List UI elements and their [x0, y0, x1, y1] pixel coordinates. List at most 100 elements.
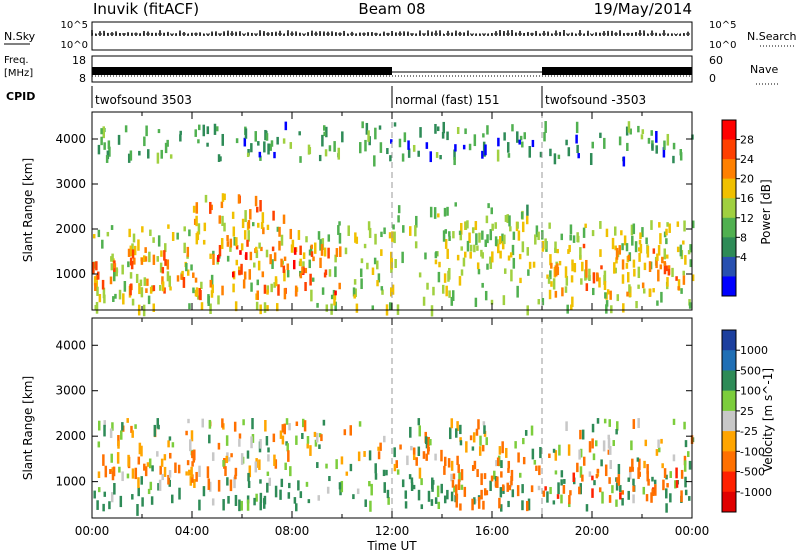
- cpid-segment-label: normal (fast) 151: [395, 93, 499, 107]
- rti-cell: [257, 260, 261, 271]
- rti-cell: [496, 149, 500, 162]
- rti-cell: [218, 244, 222, 257]
- rti-cell: [620, 230, 623, 236]
- nsky-label: N.Sky: [4, 30, 36, 43]
- rti-cell: [161, 473, 164, 481]
- rti-cell: [490, 299, 494, 305]
- rti-cell: [468, 143, 472, 151]
- rti-cell: [430, 499, 434, 506]
- rti-cell: [626, 291, 629, 297]
- rti-cell: [289, 228, 293, 240]
- x-axis-label: Time UT: [366, 539, 417, 553]
- rti-cell: [684, 489, 688, 496]
- rti-cell: [235, 259, 239, 266]
- rti-cell: [353, 294, 356, 299]
- rti-cell: [687, 250, 691, 255]
- rti-cell: [425, 453, 428, 461]
- rti-cell: [581, 261, 584, 272]
- rti-cell: [192, 454, 196, 463]
- freq-label-line2: [MHz]: [4, 68, 33, 79]
- rti-cell: [434, 497, 438, 504]
- rti-cell: [370, 483, 373, 496]
- rti-cell: [552, 278, 556, 290]
- rti-cell: [198, 124, 201, 131]
- rti-cell: [137, 487, 140, 497]
- rti-cell: [417, 418, 421, 426]
- rti-cell: [499, 235, 502, 245]
- colorbar-tick-label: 100: [740, 385, 761, 398]
- rti-cell: [305, 481, 309, 487]
- rti-cell: [446, 206, 449, 216]
- rti-cell: [438, 261, 441, 268]
- rti-cell: [656, 300, 659, 306]
- rti-cell: [164, 142, 168, 154]
- rti-cell: [680, 288, 683, 294]
- rti-cell: [202, 486, 206, 497]
- rti-cell: [192, 272, 195, 278]
- freq-label-line1: Freq.: [4, 55, 29, 66]
- rti-cell: [238, 499, 241, 512]
- rti-cell: [560, 494, 563, 504]
- rti-cell: [283, 269, 286, 282]
- rti-cell: [554, 241, 557, 251]
- rti-cell: [247, 220, 251, 229]
- rti-cell: [676, 246, 680, 253]
- rti-cell: [207, 478, 211, 490]
- rti-cell: [650, 492, 653, 503]
- rti-cell: [140, 445, 143, 457]
- rti-cell: [148, 458, 152, 469]
- rti-cell: [625, 126, 629, 136]
- rti-cell: [556, 263, 559, 269]
- rti-cell: [600, 459, 603, 467]
- rti-cell: [403, 132, 407, 143]
- rti-cell: [448, 290, 451, 298]
- rti-cell: [129, 284, 132, 296]
- rti-cell: [223, 222, 226, 232]
- y-tick-label: 2000: [55, 222, 86, 236]
- rti-cell: [303, 420, 307, 432]
- rti-cell: [297, 230, 301, 240]
- rti-cell: [374, 127, 377, 140]
- rti-cell: [398, 138, 402, 148]
- rti-cell: [684, 476, 687, 488]
- rti-cell: [508, 485, 512, 491]
- rti-cell: [451, 479, 455, 488]
- rti-cell: [456, 126, 460, 134]
- rti-cell: [156, 152, 160, 164]
- rti-cell: [188, 229, 191, 237]
- rti-cell: [616, 294, 620, 302]
- rti-cell: [599, 221, 602, 229]
- rti-cell: [575, 134, 578, 144]
- rti-cell: [128, 228, 131, 238]
- rti-cell: [444, 229, 448, 234]
- rti-cell: [136, 504, 139, 516]
- rti-cell: [625, 262, 629, 269]
- rti-cell: [552, 500, 556, 505]
- rti-cell: [190, 430, 194, 442]
- rti-cell: [354, 232, 357, 243]
- power-panel: 1000 2000 3000 4000: [55, 111, 695, 317]
- rti-cell: [516, 285, 519, 298]
- colorbar-tick-label: -500: [740, 466, 765, 479]
- rti-cell: [337, 147, 341, 160]
- rti-cell: [532, 261, 536, 268]
- rti-cell: [225, 435, 229, 446]
- rti-cell: [249, 209, 252, 220]
- y-tick-label: 3000: [55, 384, 86, 398]
- rti-cell: [627, 477, 630, 482]
- rti-cell: [254, 195, 258, 207]
- rti-cell: [612, 440, 615, 447]
- rti-cell: [548, 222, 551, 229]
- rti-cell: [323, 247, 327, 257]
- rti-cell: [243, 271, 247, 280]
- rti-cell: [288, 482, 291, 489]
- rti-cell: [576, 462, 579, 473]
- rti-cell: [123, 281, 127, 292]
- rti-cell: [520, 211, 524, 219]
- rti-cell: [633, 268, 636, 277]
- rti-cell: [294, 285, 298, 297]
- rti-cell: [627, 272, 630, 283]
- rti-cell: [368, 227, 372, 239]
- rti-cell: [355, 236, 359, 244]
- rti-cell: [454, 144, 457, 152]
